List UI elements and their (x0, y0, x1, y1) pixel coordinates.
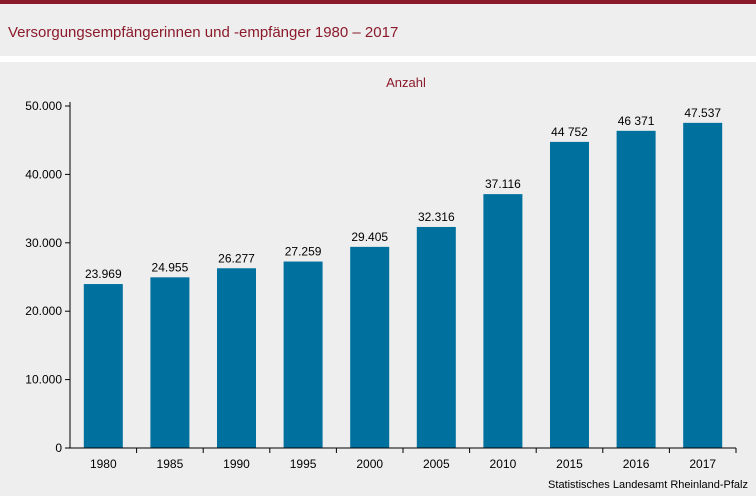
y-tick-label: 10.000 (25, 373, 62, 387)
data-label: 47.537 (684, 106, 721, 120)
chart-panel: Anzahl 0 10.000 20.000 30.000 40.000 50.000 2… (0, 62, 756, 496)
bar (416, 226, 456, 448)
bar-series: 23.969 24.955 26.277 27.259 29.405 32.316 37.1… (83, 106, 723, 449)
x-tick-label: 1980 (90, 457, 117, 471)
y-tick-label: 0 (55, 441, 62, 455)
data-label: 29.405 (351, 230, 388, 244)
data-label: 44 752 (551, 125, 588, 139)
bar (483, 194, 523, 448)
x-tick-label: 1985 (157, 457, 184, 471)
y-tick-label: 40.000 (25, 167, 62, 181)
bar (550, 141, 589, 449)
x-tick-label: 2010 (490, 457, 517, 471)
x-tick-label: 2005 (423, 457, 450, 471)
x-tick-label: 2016 (623, 457, 650, 471)
x-tick-label: 1990 (223, 457, 250, 471)
chart-header: Versorgungsempfängerinnen und -empfänger… (0, 4, 756, 56)
x-tick-label: 1995 (290, 457, 317, 471)
data-label: 32.316 (418, 210, 455, 224)
source-note: Statistisches Landesamt Rheinland-Pfalz (548, 479, 748, 491)
bar (150, 277, 190, 448)
bar (83, 284, 123, 448)
x-tick-label: 2017 (689, 457, 716, 471)
data-label: 46 371 (618, 114, 655, 128)
y-tick-label: 30.000 (25, 236, 62, 250)
bar (283, 261, 323, 448)
x-axis: 1980 1985 1990 1995 2000 2005 2010 2015 2016 2017 (70, 447, 737, 471)
y-axis: 0 10.000 20.000 30.000 40.000 50.000 (25, 99, 71, 455)
data-label: 26.277 (218, 251, 255, 265)
bar (350, 246, 390, 448)
data-label: 24.955 (152, 260, 189, 274)
bar (616, 130, 656, 448)
chart-title: Versorgungsempfängerinnen und -empfänger… (8, 24, 399, 41)
bar-chart: Anzahl 0 10.000 20.000 30.000 40.000 50.000 2… (25, 75, 748, 491)
bar (683, 122, 723, 448)
x-tick-label: 2015 (556, 457, 583, 471)
y-tick-label: 50.000 (25, 99, 62, 113)
unit-label: Anzahl (386, 75, 426, 90)
top-accent-rule (0, 0, 756, 4)
y-tick-label: 20.000 (25, 304, 62, 318)
data-label: 37.116 (485, 177, 521, 191)
x-tick-label: 2000 (356, 457, 383, 471)
bar (217, 268, 256, 448)
data-label: 27.259 (285, 245, 322, 259)
data-label: 23.969 (85, 267, 122, 281)
